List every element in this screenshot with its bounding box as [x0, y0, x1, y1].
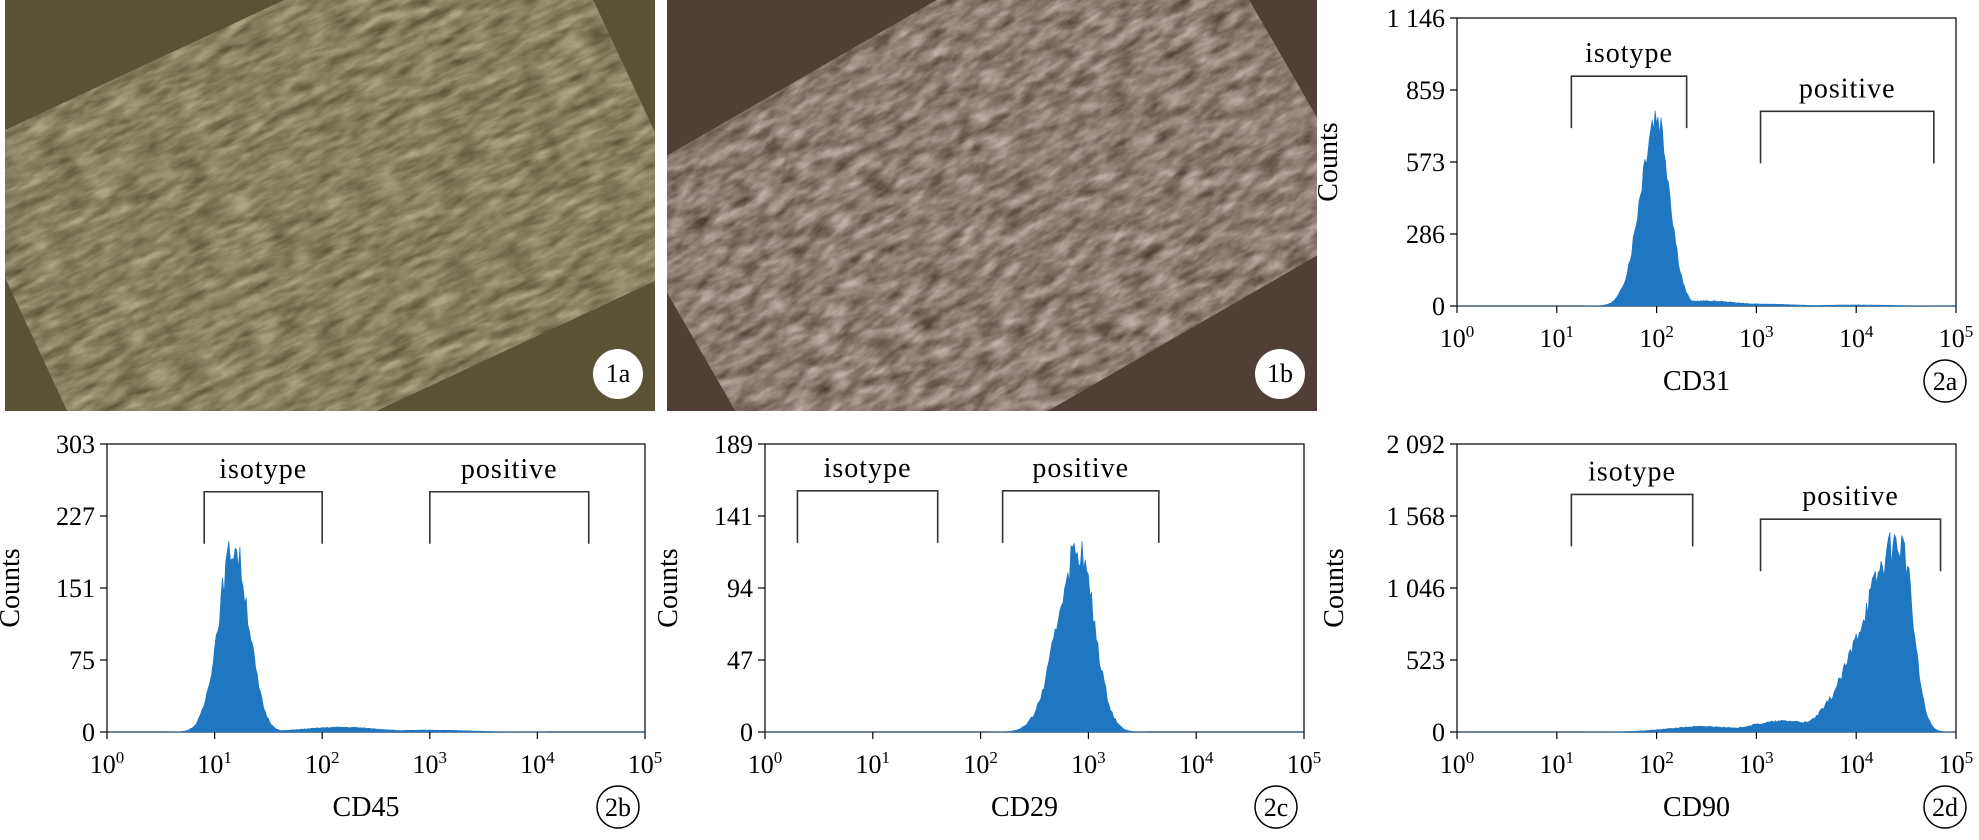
gate-positive — [1001, 490, 1160, 543]
panel-label-circle — [596, 785, 640, 829]
gate-isotype — [1570, 493, 1694, 547]
micrograph-1a-texture — [5, 0, 655, 411]
x-tick-label: 103 — [1739, 322, 1774, 353]
x-tick-label: 103 — [1739, 748, 1774, 779]
histogram-panel-2c: 0 47 94 141 189 100 101 102 103 104 105 isotype posi… — [653, 430, 1322, 829]
y-tick-label: 523 — [1406, 646, 1445, 675]
y-tick-label: 0 — [82, 718, 95, 747]
y-axis-label: Counts — [1313, 122, 1344, 201]
histogram-series-2a — [1457, 110, 1957, 307]
gate-label-isotype: isotype — [1588, 456, 1676, 487]
y-tick-label: 0 — [1432, 292, 1445, 321]
histogram-series-2d — [1457, 532, 1957, 733]
panel-label-2c: 2c — [1264, 793, 1289, 822]
x-tick-label: 102 — [1639, 322, 1674, 353]
x-tick-label: 105 — [1287, 748, 1322, 779]
micrograph-1a-image — [5, 0, 655, 411]
y-tick-label: 286 — [1406, 220, 1445, 249]
y-tick-label: 859 — [1406, 76, 1445, 105]
panel-label-2b: 2b — [605, 793, 631, 822]
x-axis-label: CD29 — [991, 792, 1058, 823]
x-tick-label: 100 — [90, 748, 125, 779]
panel-label-2a: 2a — [1933, 367, 1958, 396]
x-axis-label: CD31 — [1663, 366, 1730, 397]
gate-label-isotype: isotype — [824, 453, 912, 484]
y-tick-label: 151 — [56, 574, 95, 603]
x-tick-label: 100 — [1440, 748, 1475, 779]
plot-frame — [764, 443, 1305, 733]
y-tick-label: 1 046 — [1387, 574, 1446, 603]
y-tick-label: 303 — [56, 430, 95, 459]
x-tick-label: 100 — [1440, 322, 1475, 353]
plot-frame — [1456, 17, 1957, 307]
gate-label-positive: positive — [1802, 481, 1899, 512]
y-tick-label: 1 568 — [1387, 502, 1446, 531]
histogram-series-2b — [107, 540, 645, 733]
histogram-series-2c — [765, 540, 1304, 733]
y-tick-label: 1 146 — [1387, 4, 1446, 33]
micrograph-1a: 1a — [5, 0, 655, 411]
x-tick-label: 100 — [748, 748, 783, 779]
gate-label-positive: positive — [1032, 453, 1129, 484]
x-tick-label: 101 — [197, 748, 232, 779]
y-tick-label: 573 — [1406, 148, 1445, 177]
y-tick-label: 141 — [714, 502, 753, 531]
y-tick-label: 0 — [1432, 718, 1445, 747]
x-tick-label: 101 — [1540, 748, 1575, 779]
y-tick-label: 2 092 — [1387, 430, 1446, 459]
panel-label-circle — [1254, 785, 1298, 829]
gate-positive — [1759, 518, 1942, 572]
gate-isotype — [796, 490, 939, 543]
plot-frame — [106, 443, 646, 733]
micrograph-1b: 1b — [667, 0, 1317, 411]
y-axis-label: Counts — [653, 548, 684, 627]
histogram-panel-2b: 0 75 151 227 303 100 101 102 103 104 105 isotype pos… — [0, 430, 663, 829]
x-tick-label: 105 — [628, 748, 663, 779]
y-tick-label: 47 — [727, 646, 753, 675]
x-tick-label: 104 — [1839, 322, 1874, 353]
y-axis-label: Counts — [0, 548, 26, 627]
x-tick-label: 105 — [1939, 322, 1974, 353]
y-tick-label: 227 — [56, 502, 95, 531]
panel-label-2d: 2d — [1932, 793, 1958, 822]
x-tick-label: 102 — [963, 748, 998, 779]
y-tick-label: 75 — [69, 646, 95, 675]
panel-label-circle — [1923, 785, 1967, 829]
gate-label-isotype: isotype — [219, 454, 307, 485]
x-tick-label: 103 — [1071, 748, 1106, 779]
x-tick-label: 102 — [305, 748, 340, 779]
panel-label-circle — [1923, 359, 1967, 403]
micrograph-1b-texture — [667, 0, 1317, 411]
x-tick-label: 102 — [1639, 748, 1674, 779]
x-tick-label: 101 — [856, 748, 891, 779]
histogram-panel-2d: 0 523 1 046 1 568 2 092 100 101 102 103 104 105 iso… — [1319, 430, 1974, 829]
y-tick-label: 94 — [727, 574, 753, 603]
x-axis-label: CD45 — [333, 792, 400, 823]
gate-label-positive: positive — [1799, 73, 1896, 104]
gate-positive — [429, 490, 590, 544]
micrograph-1b-image — [667, 0, 1317, 411]
x-tick-label: 103 — [413, 748, 448, 779]
gate-isotype — [1570, 75, 1688, 129]
gate-isotype — [203, 490, 323, 544]
panel-label-1b: 1b — [1255, 349, 1305, 399]
gate-label-positive: positive — [461, 454, 558, 485]
y-tick-label: 189 — [714, 430, 753, 459]
x-tick-label: 104 — [520, 748, 555, 779]
histogram-panel-2a: 0 286 573 859 1 146 100 101 102 103 104 105 isotype… — [1313, 4, 1974, 403]
y-axis-label: Counts — [1319, 548, 1350, 627]
x-axis-label: CD90 — [1663, 792, 1730, 823]
panel-label-1a: 1a — [593, 349, 643, 399]
x-tick-label: 104 — [1179, 748, 1214, 779]
x-tick-label: 104 — [1839, 748, 1874, 779]
gate-positive — [1759, 110, 1935, 164]
y-tick-label: 0 — [740, 718, 753, 747]
gate-label-isotype: isotype — [1585, 38, 1673, 69]
x-tick-label: 101 — [1540, 322, 1575, 353]
x-tick-label: 105 — [1939, 748, 1974, 779]
